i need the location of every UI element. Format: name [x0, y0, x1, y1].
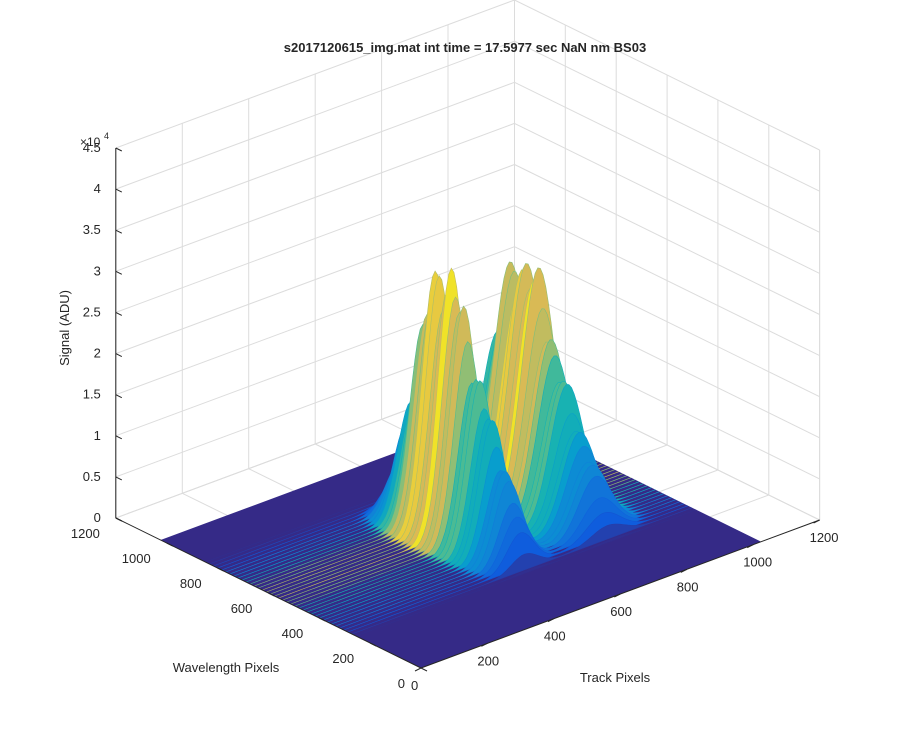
y-tick-mark [217, 567, 224, 572]
surface-slice [351, 507, 693, 635]
side-grid-z [514, 81, 820, 233]
x-tick-mark [680, 568, 688, 573]
y-tick-label: 0 [398, 676, 405, 691]
z-exponent-base: ×10 [80, 135, 101, 149]
x-axis-label: Track Pixels [580, 670, 651, 685]
x-tick-label: 600 [610, 604, 632, 619]
y-tick-label: 1200 [71, 526, 100, 541]
z-tick-mark [115, 311, 123, 316]
z-tick-label: 2 [94, 346, 101, 361]
side-grid-z [514, 246, 820, 398]
y-tick-mark [319, 617, 326, 622]
z-tick-mark [115, 394, 123, 399]
back-grid-z [115, 81, 515, 231]
x-tick-label: 200 [477, 653, 499, 668]
y-tick-mark [420, 667, 428, 672]
y-tick-label: 200 [332, 651, 354, 666]
z-exponent: ×10 4 [80, 131, 109, 149]
z-tick-label: 3.5 [83, 222, 101, 237]
z-tick-mark [115, 188, 123, 193]
back-grid-z [115, 0, 515, 149]
y-tick-label: 600 [231, 601, 253, 616]
z-tick-label: 2.5 [83, 304, 101, 319]
x-tick-mark [614, 593, 621, 598]
x-tick-label: 1200 [810, 530, 839, 545]
z-tick-mark [115, 435, 123, 440]
x-tick-mark [813, 519, 820, 524]
z-tick-label: 1.5 [83, 387, 101, 402]
y-tick-label: 800 [180, 576, 202, 591]
z-tick-label: 0 [94, 510, 101, 525]
z-tick-label: 0.5 [83, 469, 101, 484]
z-tick-mark [115, 353, 123, 358]
z-tick-mark [115, 476, 123, 481]
y-axis-label: Wavelength Pixels [173, 660, 280, 675]
x-tick-mark [481, 642, 488, 647]
x-tick-label: 0 [411, 678, 418, 693]
x-tick-mark [746, 544, 754, 549]
z-tick-label: 3 [94, 263, 101, 278]
side-grid-z [514, 205, 820, 357]
z-tick-label: 4.5 [83, 140, 101, 155]
x-tick-label: 400 [544, 629, 566, 644]
x-tick-mark [414, 667, 422, 672]
back-grid-z [115, 164, 515, 313]
z-axis-label: Signal (ADU) [57, 290, 72, 366]
side-grid-z [514, 0, 820, 151]
z-tick-label: 1 [94, 428, 101, 443]
side-grid-z [514, 328, 820, 480]
side-grid-z [514, 164, 820, 315]
z-tick-label: 4 [94, 181, 101, 196]
z-exponent-power: 4 [104, 131, 109, 141]
side-grid-z [514, 122, 820, 274]
x-tick-label: 1000 [743, 555, 772, 570]
z-tick-mark [115, 147, 123, 152]
y-tick-mark [268, 592, 275, 597]
y-tick-label: 1000 [122, 551, 151, 566]
surface-layer [160, 261, 762, 668]
z-tick-mark [115, 270, 123, 275]
back-grid-z [115, 40, 515, 190]
z-tick-mark [115, 229, 123, 234]
surface-slice [355, 509, 697, 637]
back-grid-z [115, 205, 515, 355]
back-grid-z [115, 246, 515, 396]
back-grid-z [115, 122, 515, 272]
chart-title: s2017120615_img.mat int time = 17.5977 s… [284, 40, 646, 55]
y-tick-mark [369, 642, 377, 647]
x-tick-label: 800 [677, 579, 699, 594]
tick-layer: 0200400600800100012000200400600800100012… [71, 140, 839, 693]
z-tick-mark [115, 517, 123, 522]
x-tick-mark [547, 618, 555, 623]
side-grid-z [514, 287, 820, 439]
y-tick-mark [166, 542, 173, 547]
side-grid-z [514, 40, 820, 192]
y-tick-label: 400 [282, 626, 304, 641]
